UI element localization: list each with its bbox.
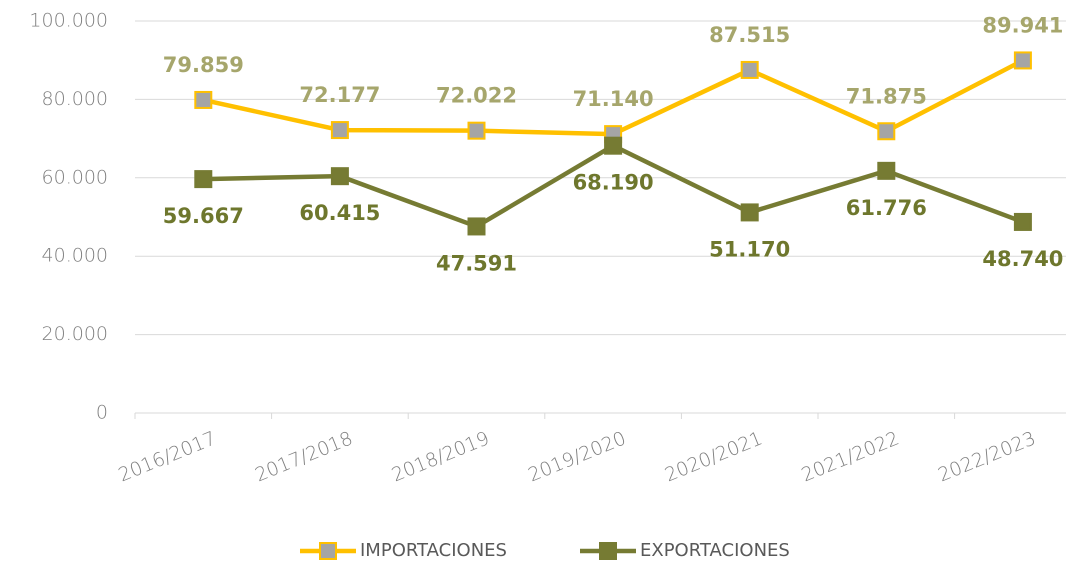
marker	[330, 167, 349, 186]
x-tick-label: 2018/2019	[389, 427, 493, 486]
legend-label: IMPORTACIONES	[360, 540, 507, 561]
marker	[467, 217, 486, 236]
value-label: 68.190	[573, 171, 654, 195]
marker	[740, 203, 759, 222]
marker	[604, 136, 623, 155]
value-label: 72.022	[436, 84, 517, 108]
marker	[740, 60, 759, 79]
value-label: 61.776	[846, 196, 927, 220]
x-tick-label: 2021/2022	[798, 427, 902, 486]
value-label: 89.941	[982, 13, 1063, 37]
value-label: 79.859	[163, 53, 244, 77]
marker	[1013, 51, 1032, 70]
x-tick-label: 2020/2021	[662, 427, 766, 486]
marker	[330, 121, 349, 140]
value-label: 72.177	[299, 83, 380, 107]
value-label: 47.591	[436, 251, 517, 275]
legend-marker	[599, 542, 617, 560]
marker	[194, 170, 213, 189]
y-tick-label: 60.000	[42, 166, 108, 188]
x-tick-label: 2016/2017	[115, 427, 219, 486]
x-tick-label: 2022/2023	[935, 427, 1039, 486]
legend-marker	[319, 542, 337, 560]
y-tick-label: 80.000	[42, 88, 108, 110]
value-label: 51.170	[709, 237, 790, 261]
x-tick-label: 2017/2018	[252, 427, 356, 486]
y-tick-label: 20.000	[42, 323, 108, 345]
value-label: 59.667	[163, 204, 244, 228]
marker	[194, 90, 213, 109]
value-label: 60.415	[299, 201, 380, 225]
y-tick-label: 100.000	[29, 10, 108, 32]
marker	[1013, 212, 1032, 231]
marker	[877, 161, 896, 180]
value-label: 48.740	[982, 247, 1063, 271]
value-label: 71.140	[573, 87, 654, 111]
value-label: 71.875	[846, 84, 927, 108]
marker	[467, 121, 486, 140]
y-tick-label: 0	[96, 402, 108, 424]
y-tick-label: 40.000	[42, 245, 108, 267]
legend-label: EXPORTACIONES	[640, 540, 790, 561]
marker	[877, 122, 896, 141]
x-tick-label: 2019/2020	[525, 427, 629, 486]
value-label: 87.515	[709, 23, 790, 47]
